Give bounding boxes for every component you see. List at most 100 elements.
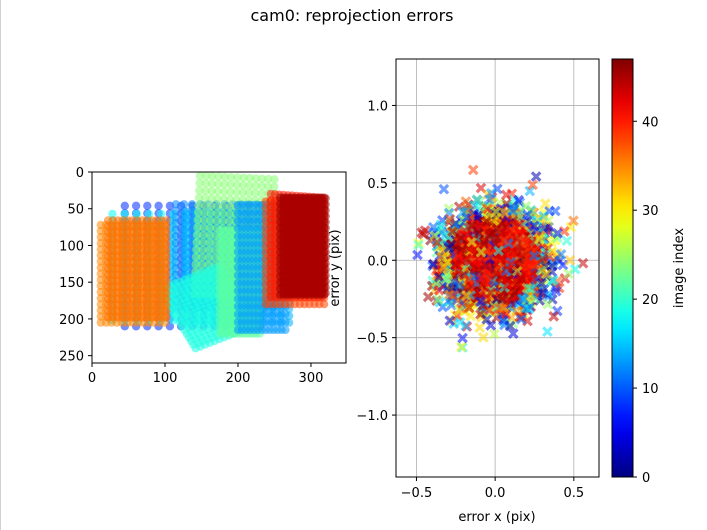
coverage-patch-13 — [279, 194, 330, 298]
coverage-point — [182, 242, 192, 251]
coverage-point — [321, 289, 330, 298]
coverage-point — [195, 178, 204, 188]
coverage-point — [171, 232, 181, 241]
coverage-point — [321, 259, 330, 268]
coverage-point — [226, 180, 235, 189]
coverage-point — [182, 221, 192, 230]
reprojection-error-plot: −0.5 0.0 0.5 1.00.50.0−0.5−1.0 error x (pi… — [328, 58, 600, 525]
coverage-point — [171, 245, 181, 254]
error-point — [460, 196, 472, 207]
coverage-point — [191, 252, 201, 262]
coverage-point — [198, 253, 207, 262]
coverage-point — [162, 270, 171, 280]
coverage-point — [213, 194, 222, 203]
coverage-point — [182, 256, 192, 265]
coverage-point — [239, 181, 248, 190]
error-point — [568, 215, 579, 226]
coverage-point — [321, 200, 330, 209]
figure-left-edge — [0, 0, 1, 530]
coverage-point — [204, 245, 214, 255]
coverage-point — [257, 174, 267, 183]
coverage-point — [199, 216, 209, 225]
figure-title: cam0: reprojection errors — [251, 6, 454, 25]
coverage-point — [321, 283, 330, 292]
coverage-point — [206, 209, 215, 218]
coverage-point — [162, 222, 171, 231]
coverage-point — [171, 206, 181, 215]
coverage-point — [321, 206, 330, 215]
coverage-point — [270, 182, 279, 191]
coverage-point — [206, 216, 215, 225]
coverage-point — [162, 264, 171, 274]
coverage-point — [207, 186, 216, 196]
coverage-point — [213, 187, 223, 196]
coverage-point — [232, 180, 242, 190]
error-point — [433, 294, 444, 305]
coverage-point — [162, 301, 171, 310]
coverage-point — [201, 179, 211, 188]
coverage-point — [219, 194, 229, 204]
coverage-point — [199, 223, 208, 232]
coverage-point — [281, 317, 290, 327]
coverage-y-tick-label: 0 — [76, 166, 84, 181]
coverage-x-tick-label: 100 — [153, 371, 178, 386]
coverage-point — [321, 253, 330, 262]
coverage-y-tick-label: 250 — [59, 350, 84, 365]
coverage-point — [257, 181, 266, 191]
coverage-y-tick-label: 200 — [59, 313, 84, 328]
coverage-point — [321, 271, 330, 280]
coverage-point — [154, 201, 163, 210]
coverage-point — [144, 209, 154, 219]
error-point — [438, 183, 450, 195]
coverage-point — [270, 175, 279, 184]
coverage-point — [132, 209, 141, 219]
coverage-point — [204, 253, 213, 262]
coverage-point — [238, 188, 248, 197]
coverage-point — [194, 208, 203, 217]
coverage-patch-9 — [103, 216, 171, 322]
coverage-point — [162, 276, 171, 286]
coverage-x-tick-label: 200 — [226, 371, 251, 386]
coverage-point — [321, 212, 330, 221]
coverage-point — [171, 219, 181, 228]
coverage-point — [225, 209, 234, 219]
coverage-point — [120, 201, 129, 210]
coverage-point — [281, 310, 290, 319]
coverage-point — [281, 325, 290, 335]
coverage-point — [195, 186, 204, 195]
coverage-point — [321, 217, 330, 227]
coverage-point — [162, 252, 171, 261]
coverage-point — [171, 258, 181, 267]
coverage-point — [199, 230, 208, 240]
coverage-point — [108, 209, 117, 219]
coverage-point — [182, 235, 192, 244]
coverage-point — [212, 216, 221, 226]
error-point — [557, 259, 569, 271]
coverage-point — [198, 245, 207, 255]
coverage-point — [321, 194, 330, 203]
coverage-point — [207, 179, 217, 188]
error-point — [454, 316, 466, 328]
coverage-point — [205, 238, 214, 247]
coverage-point — [201, 193, 210, 203]
coverage-point — [244, 188, 254, 197]
coverage-point — [156, 209, 166, 219]
coverage-point — [226, 173, 236, 182]
coverage-point — [218, 217, 228, 226]
coverage-point — [212, 209, 222, 218]
coverage-point — [171, 238, 181, 248]
coverage-point — [263, 182, 273, 191]
coverage-x-tick-label: 300 — [299, 371, 324, 386]
coverage-point — [187, 200, 197, 209]
coverage-point — [206, 201, 216, 210]
coverage-point — [131, 201, 141, 210]
coverage-point — [162, 258, 171, 268]
coverage-point — [205, 223, 215, 233]
coverage-point — [171, 270, 181, 280]
coverage-point — [321, 235, 330, 245]
coverage-point — [226, 187, 235, 197]
coverage-point — [162, 228, 171, 237]
error-point — [524, 185, 536, 197]
coverage-point — [220, 187, 229, 196]
